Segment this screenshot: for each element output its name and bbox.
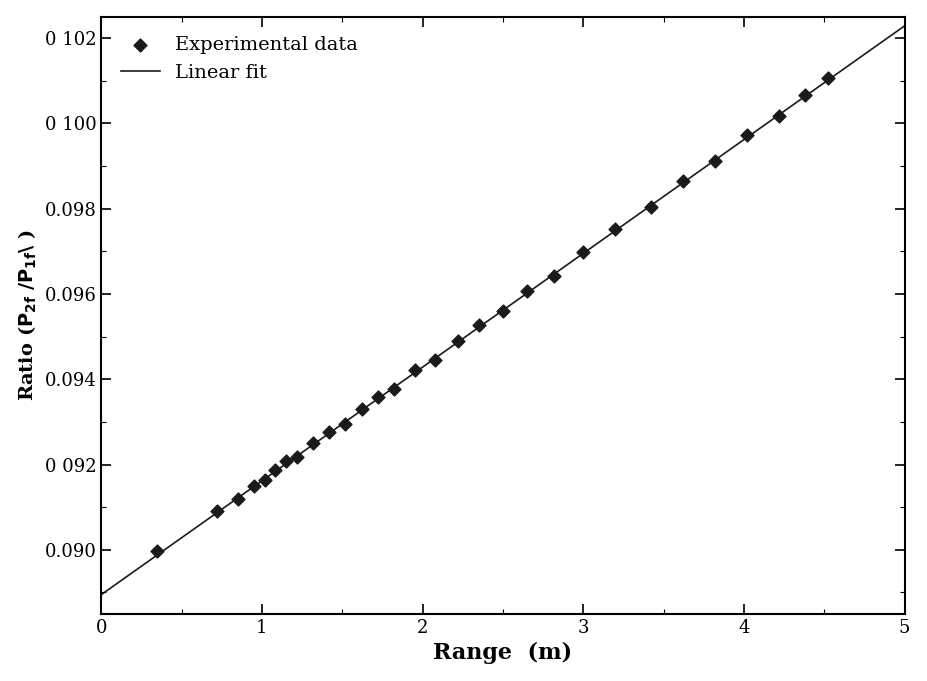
Experimental data [547, 270, 562, 281]
X-axis label: Range  (m): Range (m) [434, 642, 573, 665]
Experimental data [247, 480, 261, 491]
Experimental data [231, 494, 246, 505]
Y-axis label: Ratio ($\mathbf{P_{2f}\ /P_{1f}}$\ ): Ratio ($\mathbf{P_{2f}\ /P_{1f}}$\ ) [17, 229, 39, 401]
Experimental data [322, 426, 337, 437]
Experimental data [820, 73, 835, 84]
Experimental data [387, 383, 401, 394]
Experimental data [258, 475, 273, 486]
Experimental data [150, 546, 165, 557]
Experimental data [407, 365, 422, 376]
Experimental data [267, 465, 282, 476]
Experimental data [472, 319, 487, 330]
Experimental data [496, 306, 511, 317]
Experimental data [279, 456, 294, 466]
Experimental data [210, 505, 224, 516]
Experimental data [676, 175, 691, 186]
Legend: Experimental data, Linear fit: Experimental data, Linear fit [111, 27, 368, 91]
Experimental data [740, 129, 755, 140]
Experimental data [370, 392, 385, 402]
Experimental data [707, 155, 722, 166]
Experimental data [520, 286, 535, 297]
Experimental data [451, 335, 465, 346]
Experimental data [290, 452, 305, 462]
Experimental data [428, 354, 443, 365]
Experimental data [643, 202, 658, 212]
Experimental data [354, 404, 369, 415]
Experimental data [306, 437, 321, 448]
Experimental data [576, 247, 590, 257]
Experimental data [797, 90, 812, 101]
Experimental data [338, 418, 353, 429]
Experimental data [772, 111, 787, 122]
Experimental data [608, 223, 623, 234]
